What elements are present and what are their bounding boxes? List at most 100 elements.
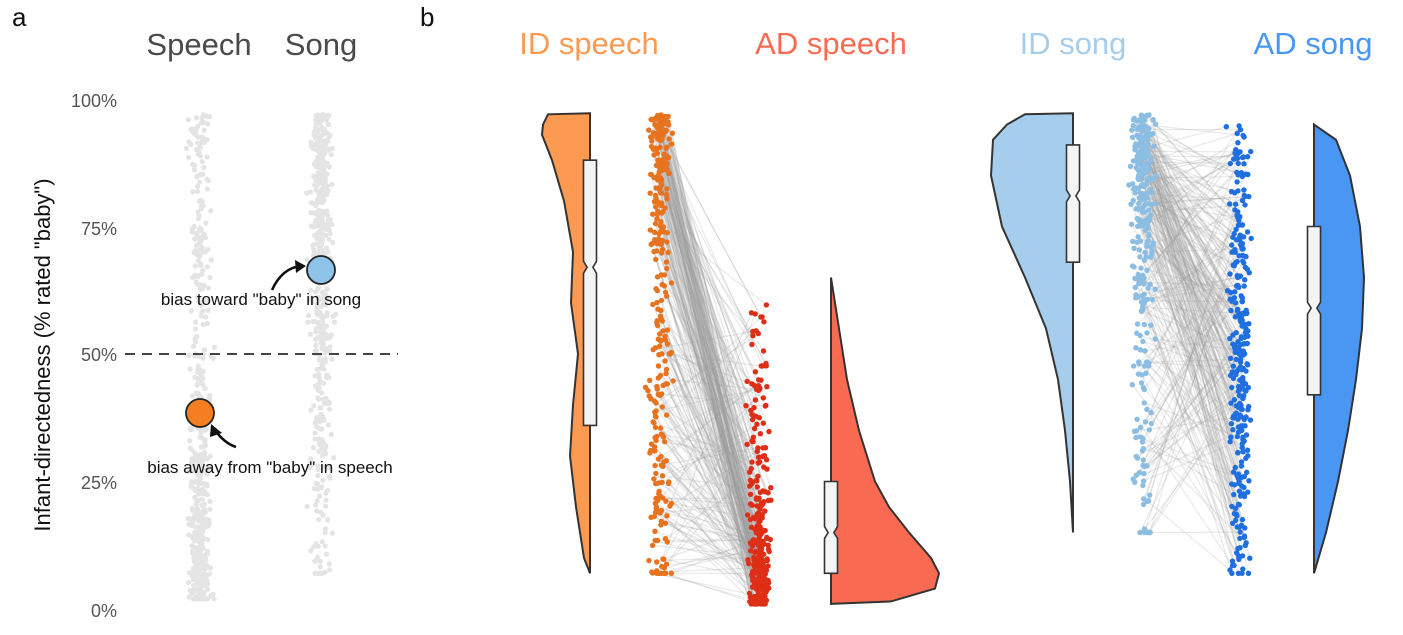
pair-line — [1146, 222, 1241, 539]
song-jitter-point — [331, 455, 337, 461]
pair-line — [666, 241, 754, 581]
song-jitter-point — [316, 235, 323, 241]
ad-song-point — [1244, 447, 1251, 453]
pair-line — [663, 436, 750, 473]
song-jitter-point — [327, 347, 333, 353]
speech-jitter-point — [186, 468, 192, 474]
ad-speech-point — [765, 577, 771, 584]
paired-connection-lines — [645, 114, 1252, 605]
speech-jitter-point — [199, 313, 205, 319]
pair-line — [656, 135, 762, 568]
pair-line — [1141, 156, 1241, 277]
ad-song-point — [1240, 154, 1247, 160]
song-jitter-point — [315, 473, 321, 479]
speech-jitter-point — [198, 226, 204, 232]
pair-line — [1134, 430, 1247, 544]
pair-line — [662, 166, 762, 588]
id-speech-point — [652, 345, 659, 351]
pair-line — [663, 285, 758, 481]
speech-jitter-point — [195, 375, 201, 381]
id-song-point — [1145, 224, 1151, 231]
pair-line — [1147, 163, 1246, 427]
pair-line — [668, 483, 763, 565]
pair-line — [667, 116, 767, 592]
id-speech-point — [664, 186, 670, 192]
pair-line — [1140, 349, 1243, 449]
pair-line — [656, 542, 757, 572]
id-speech-point — [649, 116, 655, 123]
id-speech-point — [655, 497, 661, 504]
pair-line — [661, 353, 763, 532]
pair-line — [1142, 140, 1239, 213]
pair-line — [665, 479, 751, 540]
id-song-label: ID song — [1020, 26, 1127, 61]
speech-jitter-point — [196, 282, 202, 288]
ad-speech-violin — [830, 277, 941, 605]
pair-line — [659, 166, 761, 545]
ad-song-point — [1236, 123, 1242, 129]
song-jitter-point — [322, 530, 328, 536]
id-song-point — [1135, 176, 1142, 182]
pair-line — [656, 290, 760, 583]
pair-line — [661, 192, 761, 581]
song-jitter-point — [320, 250, 327, 256]
ad-song-point — [1239, 197, 1246, 204]
pair-line — [1138, 197, 1246, 529]
ad-speech-point — [756, 459, 762, 466]
id-song-point — [1137, 347, 1144, 353]
pair-line — [1144, 193, 1245, 264]
speech-jitter-point — [197, 472, 204, 478]
speech-jitter-point — [205, 285, 212, 291]
ad-song-point — [1241, 534, 1248, 540]
pair-line — [1134, 278, 1239, 574]
speech-jitter-point — [201, 282, 207, 288]
pair-line — [1146, 225, 1232, 438]
ad-song-point — [1246, 193, 1252, 200]
pair-line — [659, 178, 757, 417]
pair-line — [1145, 150, 1243, 250]
speech-jitter-point — [197, 179, 203, 185]
id-song-point — [1147, 175, 1153, 181]
ad-song-point — [1233, 371, 1239, 378]
speech-jitter-point — [183, 145, 189, 151]
id-song-point — [1133, 165, 1139, 171]
pair-line — [662, 167, 753, 575]
song-jitter-point — [330, 239, 336, 246]
ad-song-point — [1244, 229, 1251, 235]
pair-line — [1141, 123, 1244, 136]
pair-line — [1136, 417, 1234, 432]
pair-line — [655, 125, 764, 367]
ad-song-point — [1234, 472, 1240, 479]
ad-speech-point — [768, 485, 774, 491]
id-speech-point — [647, 190, 653, 196]
pair-line — [656, 153, 762, 605]
pair-line — [654, 400, 761, 522]
pair-line — [665, 572, 757, 605]
pair-line — [1147, 151, 1244, 399]
speech-jitter-point — [186, 594, 192, 600]
id-speech-point — [669, 130, 676, 136]
ad-speech-point — [753, 495, 760, 501]
id-speech-point — [660, 117, 666, 124]
pair-line — [1141, 193, 1243, 487]
pair-line — [1136, 418, 1234, 566]
pair-line — [1140, 240, 1245, 314]
pair-line — [1137, 145, 1239, 454]
ad-song-point — [1233, 151, 1239, 157]
ad-song-point — [1239, 570, 1245, 576]
pair-line — [1147, 139, 1240, 387]
ad-song-point — [1245, 489, 1251, 495]
ad-speech-point — [764, 384, 770, 390]
ad-song-point — [1235, 404, 1242, 410]
song-jitter-point — [323, 551, 329, 557]
ad-speech-label: AD speech — [755, 26, 907, 61]
pair-line — [648, 556, 762, 562]
pair-line — [665, 194, 763, 518]
id-song-point — [1137, 150, 1144, 156]
id-speech-point — [662, 439, 668, 445]
song-jitter-point — [317, 208, 323, 214]
pair-line — [648, 129, 767, 601]
song-jitter-point — [331, 319, 337, 325]
pair-line — [1140, 179, 1239, 453]
ad-song-point — [1235, 501, 1242, 507]
